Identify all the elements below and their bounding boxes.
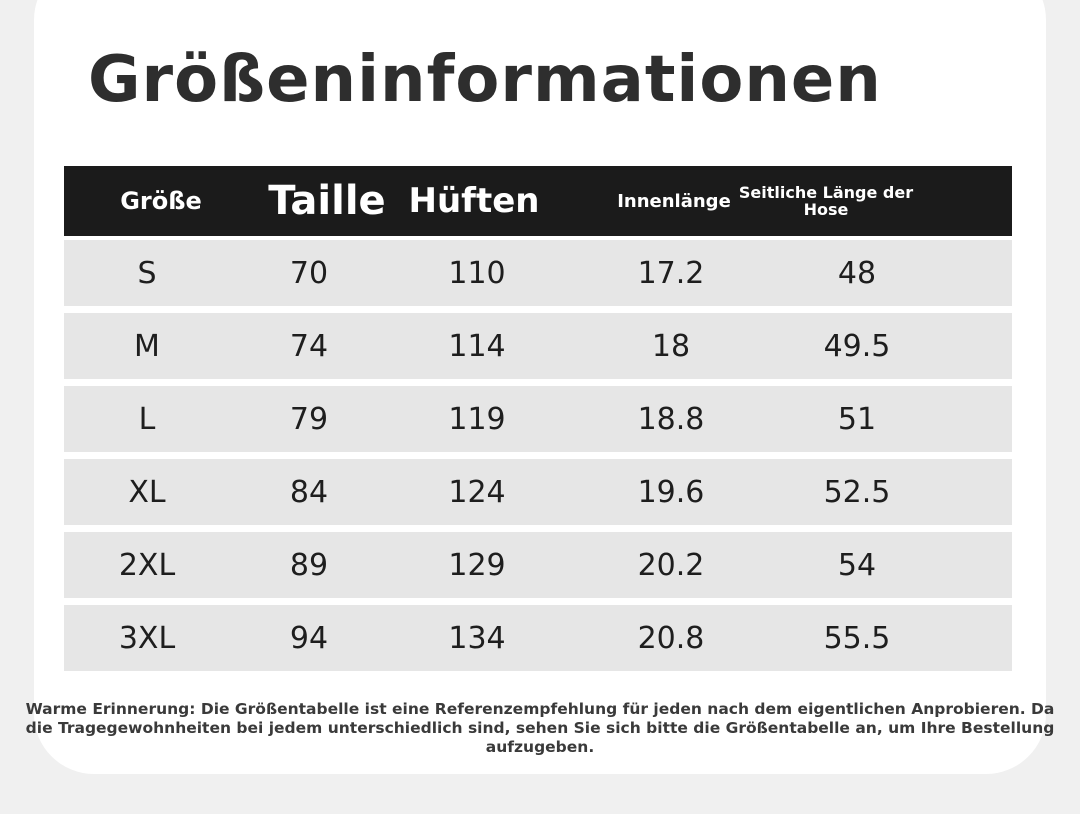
- cell-side-length: 49.5: [823, 328, 891, 364]
- header-side-length: Seitliche Länge der Hose: [738, 183, 914, 219]
- cell-size: 2XL: [118, 547, 176, 583]
- cell-inseam: 19.6: [637, 474, 705, 510]
- cell-size: L: [138, 401, 156, 437]
- cell-hips: 119: [448, 401, 506, 437]
- cell-hips: 129: [448, 547, 506, 583]
- header-waist: Taille: [268, 178, 386, 224]
- page-title: Größeninformationen: [88, 43, 882, 117]
- cell-size: 3XL: [118, 620, 176, 656]
- cell-waist: 94: [289, 620, 329, 656]
- size-table: Größe Taille Hüften Innenlänge Seitliche…: [64, 166, 1012, 671]
- cell-side-length: 55.5: [823, 620, 891, 656]
- cell-waist: 74: [289, 328, 329, 364]
- cell-inseam: 18.8: [637, 401, 705, 437]
- cell-side-length: 54: [837, 547, 877, 583]
- table-row: XL 84 124 19.6 52.5: [64, 459, 1012, 525]
- cell-waist: 84: [289, 474, 329, 510]
- header-hips: Hüften: [408, 181, 540, 221]
- cell-inseam: 20.8: [637, 620, 705, 656]
- cell-waist: 79: [289, 401, 329, 437]
- cell-side-length: 51: [837, 401, 877, 437]
- cell-hips: 110: [448, 255, 506, 291]
- header-size: Größe: [120, 187, 202, 215]
- cell-inseam: 17.2: [637, 255, 705, 291]
- cell-waist: 89: [289, 547, 329, 583]
- table-header: Größe Taille Hüften Innenlänge Seitliche…: [64, 166, 1012, 236]
- cell-hips: 114: [448, 328, 506, 364]
- cell-inseam: 18: [651, 328, 691, 364]
- table-body: S 70 110 17.2 48 M 74 114 18 49.5 L 79 1…: [64, 240, 1012, 671]
- cell-hips: 124: [448, 474, 506, 510]
- cell-size: S: [137, 255, 157, 291]
- cell-hips: 134: [448, 620, 506, 656]
- table-row: M 74 114 18 49.5: [64, 313, 1012, 379]
- cell-side-length: 48: [837, 255, 877, 291]
- cell-inseam: 20.2: [637, 547, 705, 583]
- cell-waist: 70: [289, 255, 329, 291]
- footer-note: Warme Erinnerung: Die Größentabelle ist …: [25, 700, 1055, 756]
- cell-size: XL: [128, 474, 166, 510]
- header-inseam: Innenlänge: [617, 190, 731, 212]
- cell-side-length: 52.5: [823, 474, 891, 510]
- table-row: L 79 119 18.8 51: [64, 386, 1012, 452]
- table-row: 2XL 89 129 20.2 54: [64, 532, 1012, 598]
- table-row: S 70 110 17.2 48: [64, 240, 1012, 306]
- table-row: 3XL 94 134 20.8 55.5: [64, 605, 1012, 671]
- cell-size: M: [134, 328, 160, 364]
